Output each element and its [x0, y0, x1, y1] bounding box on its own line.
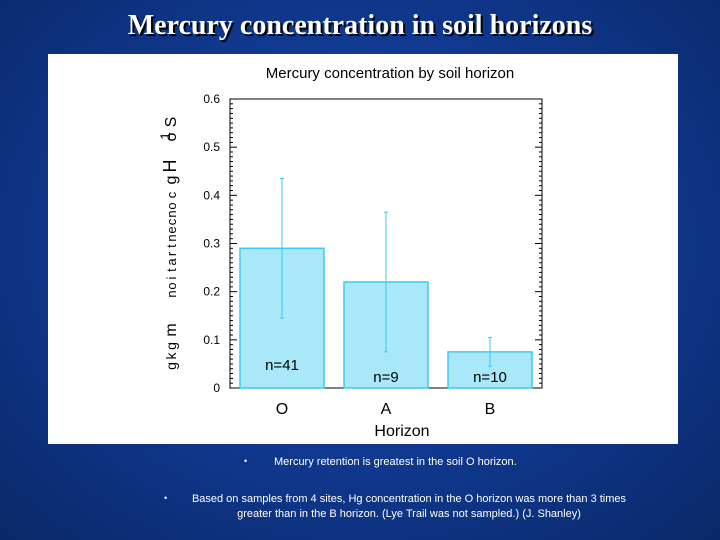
sample-size-label: n=41 [265, 357, 299, 374]
bar-chart: Mercury concentration by soil horizon 0 0.… [157, 65, 543, 440]
chart-title: Mercury concentration by soil horizon [266, 65, 514, 82]
chart-panel: Mercury concentration by soil horizon 0 0.… [48, 54, 678, 444]
y-axis-label-fragment: c [164, 218, 179, 225]
y-tick-label: 0.4 [203, 188, 220, 202]
slide-title: Mercury concentration in soil horizons [127, 10, 593, 41]
sample-size-label: n=9 [373, 369, 398, 386]
y-axis-label-fragment: o [164, 202, 179, 209]
y-tick-label: 0.1 [203, 333, 220, 347]
y-axis-label-fragment: k [163, 352, 179, 360]
y-axis-label-fragment: t [164, 268, 179, 272]
y-axis-label-fragment: a [164, 258, 179, 266]
bullet-text-1: Mercury retention is greatest in the soi… [274, 456, 517, 468]
y-axis-label-fragment: m [163, 323, 180, 336]
bullet-marker: • [164, 493, 168, 503]
bullet-text-2: Based on samples from 4 sites, Hg concen… [191, 493, 627, 520]
x-tick-label: B [485, 401, 496, 418]
y-axis-label-fragment: n [164, 234, 179, 241]
y-axis-label-fragment: o [164, 282, 179, 289]
y-axis-label-fragment: t [164, 244, 179, 248]
y-tick-label: 0.3 [203, 237, 220, 251]
y-axis-label-fragment: o [163, 132, 180, 141]
y-axis-label-fragment: g [163, 176, 180, 185]
y-axis-label-fragment: g [163, 342, 179, 350]
y-axis-label-fragment: r [164, 251, 179, 256]
y-axis-label-fragment: i [164, 276, 179, 279]
y-axis-label-fragment: S [163, 117, 180, 128]
y-axis-label-fragment: c [164, 191, 179, 198]
sample-size-label: n=10 [473, 369, 507, 386]
x-tick-label: A [381, 401, 392, 418]
x-tick-label: O [276, 401, 288, 418]
y-axis-label-fragment: H [160, 160, 180, 173]
y-tick-label: 0.2 [203, 285, 220, 299]
y-axis-label-fragment: 1 [157, 132, 173, 140]
y-tick-label: 0.6 [203, 92, 220, 106]
y-tick-label: 0 [213, 381, 220, 395]
x-axis-label: Horizon [374, 423, 429, 440]
y-axis-label-fragment: n [164, 210, 179, 217]
bullet-marker: • [244, 456, 248, 466]
y-axis-label-fragment: n [164, 290, 179, 297]
y-axis-label-fragment: e [164, 226, 179, 233]
y-axis-label-fragment: g [163, 362, 179, 370]
y-tick-label: 0.5 [203, 140, 220, 154]
